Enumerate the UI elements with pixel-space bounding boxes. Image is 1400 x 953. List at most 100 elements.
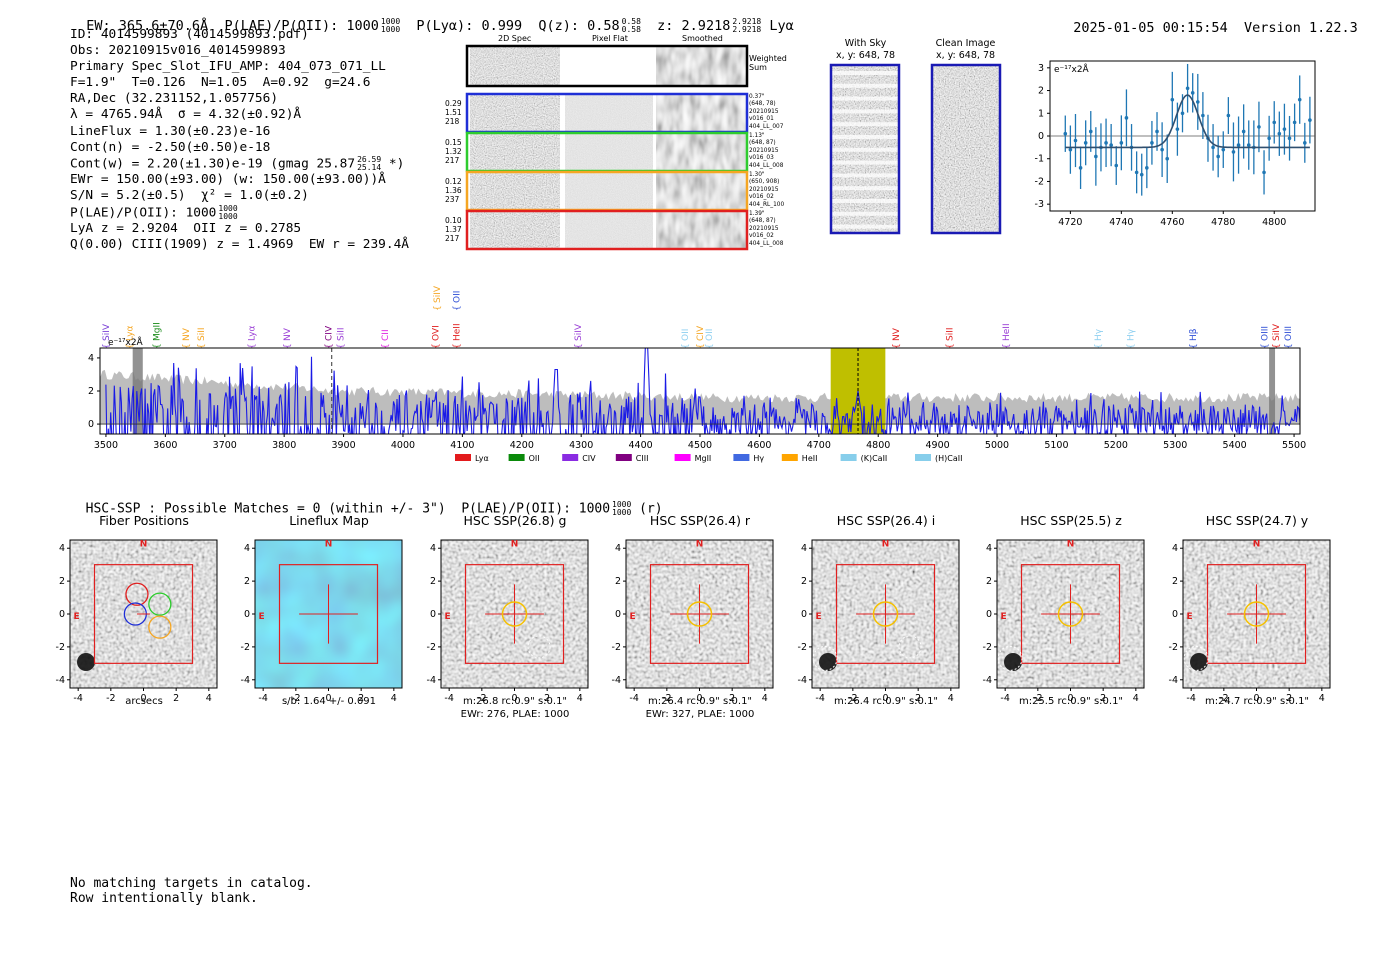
hsc-ytick-label: -2 — [1169, 642, 1178, 653]
spectrum-line-label: OII — [705, 329, 715, 341]
row-right-meta: 1.13" (648, 87) 20210915 v016_03 404_LL_008 — [749, 133, 783, 170]
spectrum-line-bracket: { — [1002, 343, 1012, 349]
spec-line-labels: SiIV{Lyα{MgII{NV{SiII{Lyα{NV{CIV{SiII{CI… — [102, 285, 1294, 349]
fit-point — [1292, 120, 1297, 125]
hsc-xtick-label: 0 — [696, 693, 702, 704]
fit-curve — [1065, 94, 1310, 149]
hsc-search-box — [649, 564, 750, 664]
hsc-caption-1: m:25.5 rc:0.9" s:0.1" — [1018, 696, 1124, 707]
weighted-smoothed — [656, 47, 746, 85]
spectrum-line-label: MgII — [152, 322, 162, 341]
with-sky-frame — [829, 63, 901, 235]
hsc-east-label: E — [73, 612, 79, 622]
spectrum-line-label: OIII — [1284, 326, 1294, 341]
z-hi: 2.9218 — [732, 17, 762, 26]
fit-ytick-label: -2 — [1035, 176, 1044, 187]
ew-value: EW: 365.6±70.6Å — [86, 18, 209, 34]
sky-line-stripe — [832, 199, 898, 203]
hsc-search-box — [1206, 564, 1307, 664]
hsc-xtick-label: 4 — [577, 693, 583, 704]
spectrum-line-label: OII — [452, 291, 462, 303]
row-right-meta-line: (648, 87) — [749, 140, 776, 147]
legend-swatch — [781, 454, 798, 461]
spectrum-line-label: Hγ — [1127, 328, 1137, 341]
hsc-xtick-label: -2 — [848, 693, 857, 704]
row-smoothed — [656, 134, 746, 170]
hsc-ytick-label: -4 — [1169, 675, 1178, 686]
spectrum-line-bracket: { — [945, 343, 955, 349]
hsc-search-box — [1020, 564, 1121, 664]
hsc-aperture-circle — [686, 601, 713, 627]
footer-line-2: Row intentionally blank. — [70, 891, 258, 906]
line-fit-plot: e⁻¹⁷x2Å 4720 4740 4760 4780 4800 3 2 1 0 -1 -2 -3 — [1035, 60, 1316, 228]
fit-point — [1241, 129, 1246, 134]
spectrum-line-bracket: { — [1127, 343, 1137, 349]
cutout-panel: 2D Spec Pixel Flat Smoothed Weighted Su — [440, 32, 810, 257]
legend-label: OII — [529, 454, 540, 463]
spectrum-xtick-label: 5500 — [1282, 440, 1306, 451]
hsc-panel-title: HSC SSP(26.8) g — [463, 513, 567, 528]
fit-point — [1124, 116, 1129, 120]
spectrum-xtick-label: 3600 — [153, 440, 177, 451]
spectrum-xtick-label: 4600 — [747, 440, 771, 451]
hsc-east-label: E — [258, 612, 264, 622]
plae-text: P(LAE)/P(OII): 1000 — [70, 205, 217, 221]
fit-ytick-label: 1 — [1038, 108, 1044, 119]
hsc-xtick-label: -4 — [629, 693, 638, 704]
z-range: 2.9218 2.9218 — [732, 18, 761, 34]
legend-swatch — [508, 454, 525, 461]
legend-label: Lyα — [475, 454, 489, 463]
hsc-xtick-label: 4 — [1133, 693, 1139, 704]
fit-point — [1145, 166, 1149, 170]
hsc-caption-1: m:24.7 rc:0.9" s:0.1" — [1204, 696, 1310, 707]
fit-xtick-label: 4720 — [1058, 217, 1082, 228]
sky-line-stripe — [832, 71, 898, 75]
hsc-ytick-label: 0 — [430, 609, 436, 620]
gmag-lo: 25.14 — [357, 162, 382, 172]
hsc-ytick-label: -2 — [798, 642, 807, 653]
row-right-meta-line: 20210915 — [749, 147, 779, 154]
fit-point — [1216, 154, 1220, 159]
hsc-cutout: N E -4 -4 -2 -2 0 0 2 2 4 4 — [612, 539, 774, 704]
cont-w-text: Cont(w) = 2.20(±1.30)e-19 (gmag 25.87 — [70, 156, 356, 172]
fit-point — [1201, 113, 1205, 118]
with-sky-title: With Sky — [844, 38, 887, 49]
hsc-ytick-label: 2 — [801, 576, 807, 587]
spectrum-xtick-label: 4200 — [510, 440, 534, 451]
hsc-catalog-circle — [812, 645, 838, 671]
hsc-ytick-label: 0 — [59, 609, 65, 620]
row-right-meta-line: 404_LL_008 — [749, 240, 784, 247]
hsc-xtick-label: 4 — [948, 693, 954, 704]
fit-ytick-label: -3 — [1035, 199, 1044, 210]
clean-image-title: Clean Image — [935, 38, 996, 49]
row-right-meta-line: 404_LL_007 — [749, 123, 784, 130]
hsc-north-label: N — [511, 540, 519, 550]
row-gap — [561, 134, 565, 170]
spectrum-xtick-label: 3500 — [94, 440, 118, 451]
legend-swatch — [455, 454, 471, 461]
row-gap — [561, 212, 565, 248]
fit-point — [1246, 143, 1251, 147]
sky-line-stripe — [832, 147, 898, 152]
hsc-summary: HSC-SSP : Possible Matches = 0 (within +… — [70, 486, 663, 517]
sky-line-stripe — [832, 224, 898, 229]
footer-line-1: No matching targets in catalog. — [70, 876, 313, 891]
plae-hi: 1000 — [218, 203, 238, 213]
spectrum-xtick-label: 5300 — [1163, 440, 1187, 451]
hsc-ytick-label: -2 — [241, 642, 250, 653]
weighted-sum-label: Weighted Sum — [749, 54, 787, 72]
hsc-ytick-label: 4 — [244, 543, 250, 554]
fit-point — [1063, 131, 1068, 136]
hsc-north-label: N — [1253, 540, 1261, 550]
hsc-xtick-label: 2 — [544, 693, 550, 704]
hsc-ytick-label: -2 — [612, 642, 621, 653]
hsc-xtick-label: 0 — [511, 693, 517, 704]
fit-point — [1175, 127, 1180, 131]
fit-point — [1109, 143, 1113, 147]
row-left-stat: 1.36 — [445, 186, 462, 195]
sky-svg — [829, 63, 1002, 235]
hsc-xtick-label: 0 — [882, 693, 888, 704]
fit-ticks: 4720 4740 4760 4780 4800 3 2 1 0 -1 -2 -3 — [1035, 63, 1315, 228]
spectrum-line-bracket: { — [452, 343, 462, 349]
hsc-ytick-label: 4 — [986, 543, 992, 554]
